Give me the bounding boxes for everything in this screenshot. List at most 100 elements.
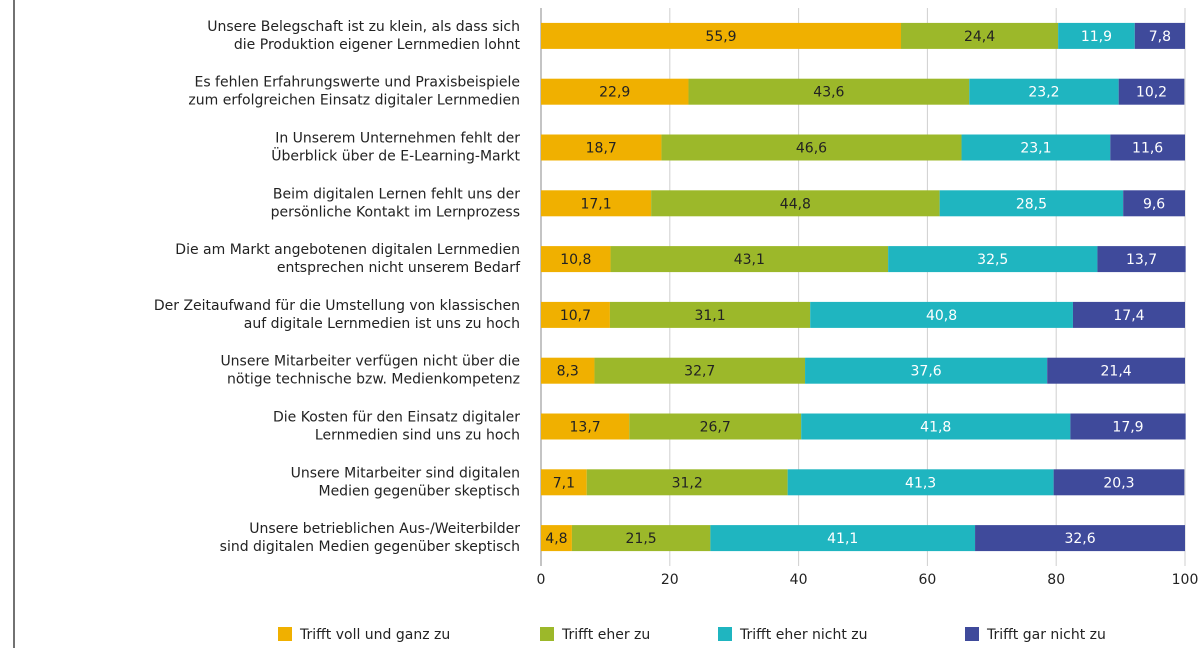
legend-swatch — [718, 627, 732, 641]
value-label: 32,7 — [684, 364, 715, 380]
y-tick-label: nötige technische bzw. Medienkompetenz — [227, 372, 520, 388]
legend-label: Trifft voll und ganz zu — [299, 627, 450, 643]
bar-segment — [541, 357, 595, 384]
value-label: 4,8 — [545, 531, 567, 547]
value-label: 22,9 — [599, 85, 630, 101]
y-tick-label: die Produktion eigener Lernmedien lohnt — [234, 37, 521, 53]
y-tick-label: Der Zeitaufwand für die Umstellung von k… — [154, 298, 520, 314]
x-tick-label: 40 — [790, 572, 808, 588]
value-label: 23,1 — [1020, 141, 1051, 157]
bar-segment — [710, 525, 976, 552]
value-label: 9,6 — [1143, 196, 1165, 212]
bar-segment — [1072, 301, 1185, 328]
y-tick-label: auf digitale Lernmedien ist uns zu hoch — [244, 316, 520, 332]
y-tick-label: Unsere Mitarbeiter sind digitalen — [291, 465, 520, 481]
value-label: 21,4 — [1101, 364, 1132, 380]
value-label: 18,7 — [586, 141, 617, 157]
value-label: 10,7 — [560, 308, 591, 324]
value-label: 10,8 — [560, 252, 591, 268]
bar-segment — [787, 469, 1054, 496]
bar-segment — [1110, 134, 1185, 161]
x-tick-label: 80 — [1047, 572, 1065, 588]
bar-segment — [661, 134, 962, 161]
bar-segment — [541, 525, 572, 552]
value-label: 44,8 — [780, 196, 811, 212]
value-label: 43,6 — [813, 85, 844, 101]
y-tick-label: sind digitalen Medien gegenüber skeptisc… — [220, 539, 520, 555]
y-tick-label: Beim digitalen Lernen fehlt uns der — [273, 186, 520, 202]
bar-segment — [688, 78, 970, 105]
value-label: 28,5 — [1016, 196, 1047, 212]
legend-label: Trifft gar nicht zu — [986, 627, 1106, 643]
value-label: 32,5 — [977, 252, 1008, 268]
bar-segment — [541, 301, 610, 328]
bar-segment — [541, 246, 611, 273]
value-label: 55,9 — [705, 29, 736, 45]
bar-segment — [629, 413, 802, 440]
value-label: 43,1 — [734, 252, 765, 268]
bar-segment — [541, 78, 689, 105]
bar-segment — [571, 525, 711, 552]
bar-segment — [541, 22, 901, 49]
value-label: 17,4 — [1113, 308, 1144, 324]
value-label: 7,1 — [553, 475, 575, 491]
bar-segment — [594, 357, 806, 384]
bar-segment — [610, 246, 889, 273]
value-label: 11,9 — [1081, 29, 1112, 45]
bar-segment — [801, 413, 1071, 440]
value-label: 31,1 — [694, 308, 725, 324]
value-label: 46,6 — [796, 141, 827, 157]
legend-label: Trifft eher nicht zu — [739, 627, 868, 643]
legend-label: Trifft eher zu — [561, 627, 650, 643]
y-tick-label: Es fehlen Erfahrungswerte und Praxisbeis… — [194, 75, 520, 91]
y-tick-label: Medien gegenüber skeptisch — [318, 483, 520, 499]
value-label: 40,8 — [926, 308, 957, 324]
value-label: 41,8 — [920, 420, 951, 436]
bar-segment — [586, 469, 788, 496]
value-label: 41,3 — [905, 475, 936, 491]
bar-segment — [969, 78, 1119, 105]
value-label: 26,7 — [700, 420, 731, 436]
bar-segment — [961, 134, 1111, 161]
bar-segment — [609, 301, 811, 328]
bar-segment — [1070, 413, 1186, 440]
value-label: 31,2 — [672, 475, 703, 491]
y-tick-label: entsprechen nicht unserem Bedarf — [277, 260, 521, 276]
y-tick-label: Überblick über de E-Learning-Markt — [271, 147, 520, 165]
value-label: 11,6 — [1132, 141, 1163, 157]
bar-segment — [939, 190, 1124, 217]
y-tick-label: Unsere betrieblichen Aus-/Weiterbilder — [249, 521, 520, 537]
value-label: 32,6 — [1064, 531, 1095, 547]
legend-swatch — [278, 627, 292, 641]
value-label: 13,7 — [570, 420, 601, 436]
bar-segment — [541, 469, 587, 496]
x-tick-label: 60 — [918, 572, 936, 588]
value-label: 20,3 — [1103, 475, 1134, 491]
bar-segment — [810, 301, 1073, 328]
y-tick-label: In Unserem Unternehmen fehlt der — [275, 131, 520, 147]
y-tick-label: zum erfolgreichen Einsatz digitaler Lern… — [188, 93, 520, 109]
legend-swatch — [540, 627, 554, 641]
value-label: 24,4 — [964, 29, 995, 45]
value-label: 41,1 — [827, 531, 858, 547]
bar-segment — [1047, 357, 1185, 384]
bar-segment — [1097, 246, 1186, 273]
y-tick-label: Lernmedien sind uns zu hoch — [315, 428, 520, 444]
bar-segment — [900, 22, 1059, 49]
y-tick-label: Unsere Mitarbeiter verfügen nicht über d… — [220, 354, 520, 370]
value-label: 21,5 — [626, 531, 657, 547]
x-tick-label: 20 — [661, 572, 679, 588]
value-label: 37,6 — [911, 364, 942, 380]
bar-segment — [1118, 78, 1185, 105]
value-label: 17,9 — [1112, 420, 1143, 436]
bar-segment — [541, 134, 662, 161]
bar-segment — [541, 413, 630, 440]
value-label: 7,8 — [1149, 29, 1171, 45]
bar-segment — [1134, 22, 1185, 49]
bar-segment — [975, 525, 1185, 552]
bar-segment — [651, 190, 940, 217]
value-label: 13,7 — [1126, 252, 1157, 268]
value-label: 23,2 — [1028, 85, 1059, 101]
y-tick-label: Unsere Belegschaft ist zu klein, als das… — [207, 19, 520, 35]
bar-segment — [1123, 190, 1185, 217]
